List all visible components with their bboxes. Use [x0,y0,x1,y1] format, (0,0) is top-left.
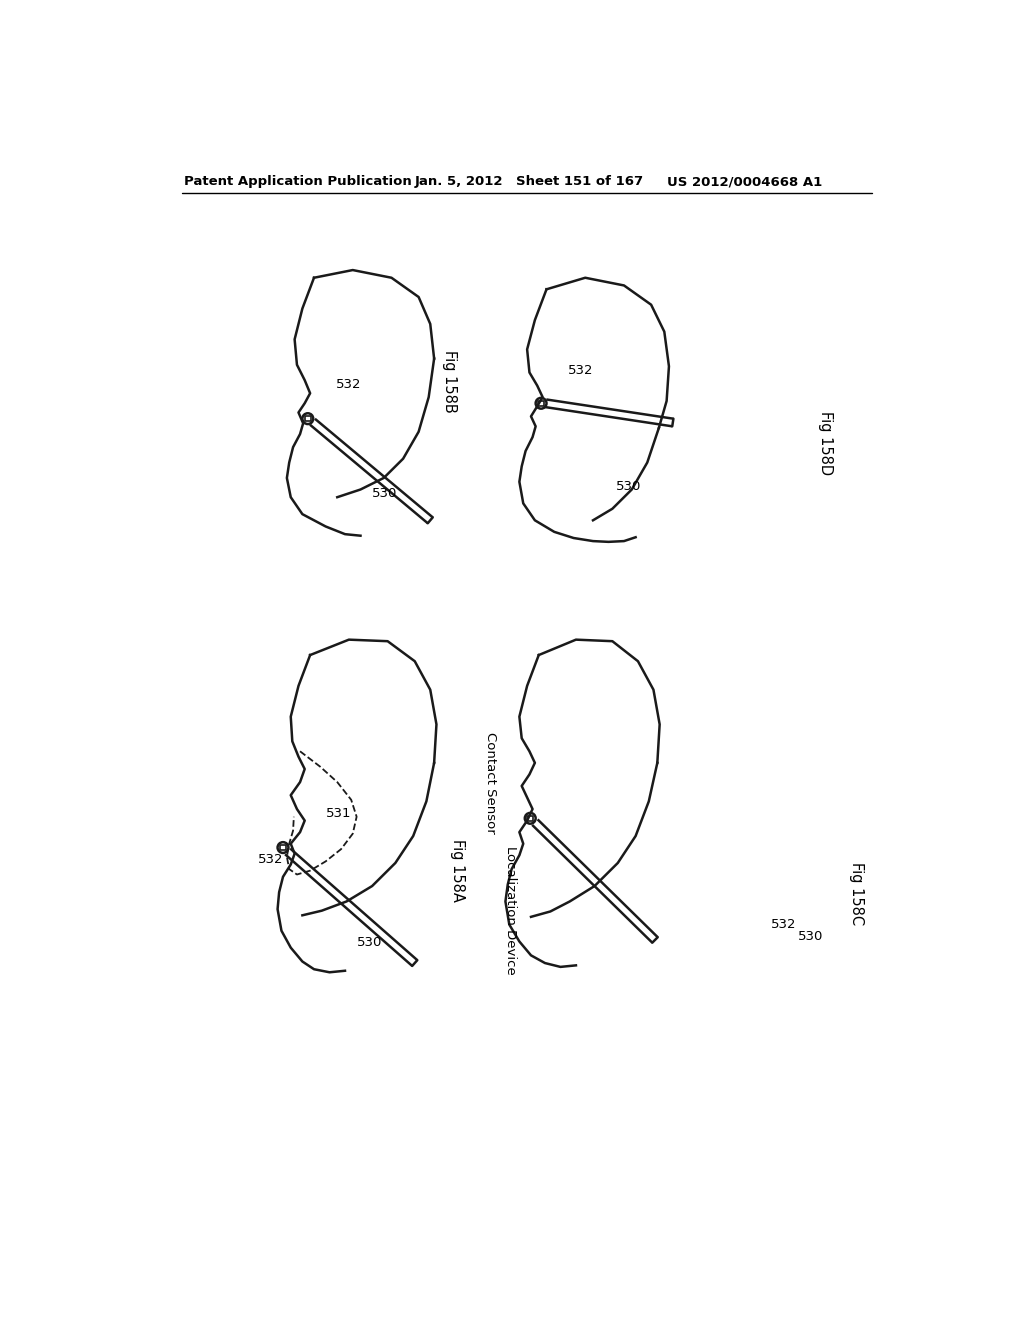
Text: 532: 532 [568,364,594,378]
Text: 530: 530 [356,936,382,949]
Text: Fig 158C: Fig 158C [849,862,864,925]
Text: 530: 530 [799,931,823,942]
Text: Sheet 151 of 167: Sheet 151 of 167 [515,176,643,187]
Text: Contact Sensor: Contact Sensor [484,733,498,834]
Bar [527,816,534,821]
Text: 532: 532 [771,919,797,932]
Text: Fig 158B: Fig 158B [442,350,457,413]
Text: 530: 530 [372,487,397,500]
Text: Jan. 5, 2012: Jan. 5, 2012 [415,176,503,187]
Bar [280,845,286,850]
Text: 531: 531 [326,807,351,820]
Bar [538,401,544,405]
Text: Patent Application Publication: Patent Application Publication [183,176,412,187]
Text: Fig 158D: Fig 158D [818,412,833,475]
Text: 532: 532 [258,853,284,866]
Text: Fig 158A: Fig 158A [450,840,465,902]
Text: 530: 530 [616,479,642,492]
Text: US 2012/0004668 A1: US 2012/0004668 A1 [667,176,822,187]
Text: 532: 532 [336,378,361,391]
Text: Localization Device: Localization Device [504,846,516,974]
Bar [305,416,311,421]
